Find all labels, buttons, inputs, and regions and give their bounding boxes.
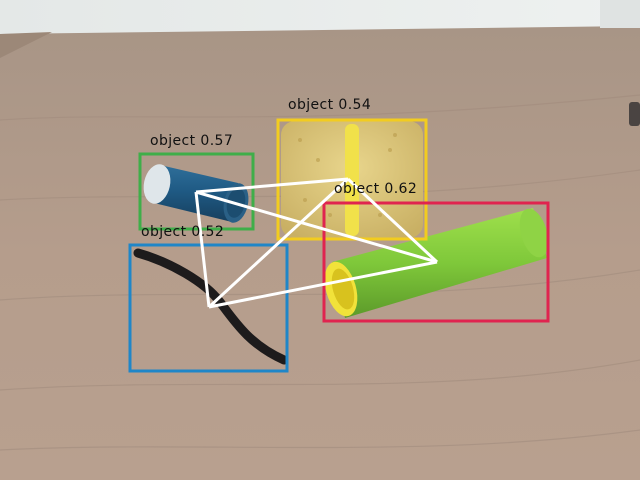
table-edge — [0, 32, 52, 58]
black-cable — [133, 248, 289, 365]
bbox-object-2 — [276, 118, 428, 241]
label-object-1: object 0.57 — [150, 133, 233, 149]
table-surface — [0, 26, 640, 480]
label-object-4: object 0.52 — [141, 224, 224, 240]
bbox-object-3 — [322, 201, 550, 323]
bbox-object-4 — [128, 243, 289, 373]
wood-grain — [0, 94, 640, 451]
wall-fixture — [600, 0, 640, 28]
green-tube — [324, 208, 549, 318]
bbox-object-1 — [138, 152, 255, 231]
label-object-2: object 0.54 — [288, 97, 371, 113]
relation-graph — [194, 177, 439, 309]
label-object-3: object 0.62 — [334, 181, 417, 197]
corner-bracket — [629, 102, 640, 126]
